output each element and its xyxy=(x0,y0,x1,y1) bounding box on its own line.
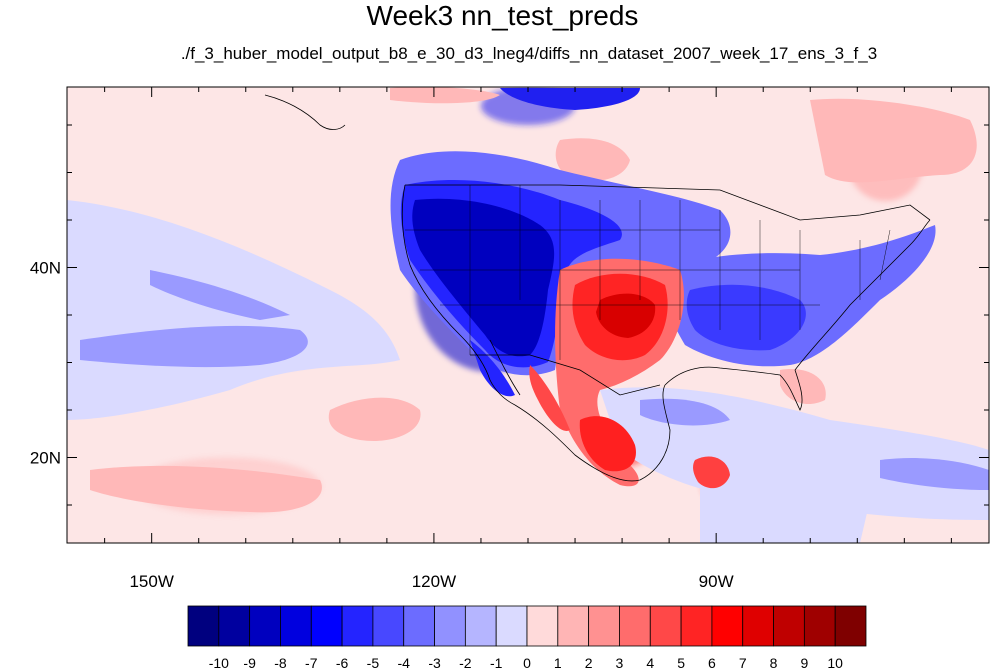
state-borders xyxy=(405,185,891,360)
colorbar-swatch xyxy=(588,605,620,647)
colorbar-label: -9 xyxy=(243,655,256,671)
colorbar-label: 8 xyxy=(770,655,778,671)
colorbar-label: -8 xyxy=(274,655,287,671)
colorbar-label: -3 xyxy=(428,655,441,671)
lon-tick-label: 120W xyxy=(412,572,456,591)
ocean-anomaly-pink xyxy=(90,87,977,513)
colorbar-label: -6 xyxy=(336,655,349,671)
colorbar-swatch xyxy=(372,605,405,647)
colorbar-label: 10 xyxy=(827,655,843,671)
colorbar-label: 5 xyxy=(677,655,685,671)
colorbar-label: -4 xyxy=(398,655,411,671)
colorbar-label: 6 xyxy=(708,655,716,671)
colorbar-swatch xyxy=(218,605,251,647)
colorbar-swatch xyxy=(403,605,435,647)
colorbar-swatch xyxy=(711,605,744,647)
colorbar-swatch xyxy=(773,605,805,647)
colorbar-label: 7 xyxy=(739,655,747,671)
colorbar-swatch xyxy=(803,605,836,647)
colorbar-swatch xyxy=(557,605,590,647)
colorbar-label: -7 xyxy=(305,655,318,671)
plot-subtitle: ./f_3_huber_model_output_b8_e_30_d3_lneg… xyxy=(180,44,878,63)
colorbar-swatch xyxy=(249,605,281,647)
colorbar-label: 1 xyxy=(554,655,562,671)
colorbar-label: 0 xyxy=(523,655,531,671)
colorbar-swatch xyxy=(742,605,774,647)
lat-tick-label: 20N xyxy=(30,449,61,468)
colorbar-label: 2 xyxy=(585,655,593,671)
land-anomaly-negative-east xyxy=(500,88,936,367)
colorbar-label: 9 xyxy=(800,655,808,671)
plot-title: Week3 nn_test_preds xyxy=(366,0,639,31)
colorbar-swatch xyxy=(187,605,220,647)
colorbar-swatch xyxy=(619,605,651,647)
colorbar-swatch xyxy=(495,605,528,647)
ocean-anomaly-medium xyxy=(80,270,989,490)
map-area xyxy=(67,87,989,543)
colorbar-label: 3 xyxy=(616,655,624,671)
colorbar-swatch xyxy=(434,605,466,647)
colorbar: -10 -9 -8 -7 -6 -5 -4 -3 -2 -1 0 1 2 3 4 5 6 7 8 9 10 xyxy=(187,605,867,671)
colorbar-label: -5 xyxy=(367,655,380,671)
colorbar-label: -2 xyxy=(459,655,472,671)
colorbar-swatch xyxy=(834,605,867,647)
lat-tick-label: 40N xyxy=(30,259,61,278)
axis-ticks: 150W 120W 90W 40N 20N xyxy=(30,87,989,591)
lon-tick-label: 90W xyxy=(699,572,734,591)
coastlines xyxy=(264,94,931,482)
colorbar-swatch xyxy=(526,605,559,647)
colorbar-label: -1 xyxy=(490,655,503,671)
land-anomaly-positive xyxy=(529,258,730,489)
colorbar-label: 4 xyxy=(646,655,654,671)
colorbar-swatch xyxy=(341,605,374,647)
land-anomaly-negative xyxy=(390,151,731,397)
colorbar-swatch xyxy=(280,605,312,647)
colorbar-swatch xyxy=(310,605,343,647)
colorbar-swatch xyxy=(649,605,682,647)
colorbar-label: -10 xyxy=(209,655,229,671)
lon-tick-label: 150W xyxy=(129,572,173,591)
colorbar-swatch xyxy=(680,605,713,647)
colorbar-swatch xyxy=(464,605,497,647)
